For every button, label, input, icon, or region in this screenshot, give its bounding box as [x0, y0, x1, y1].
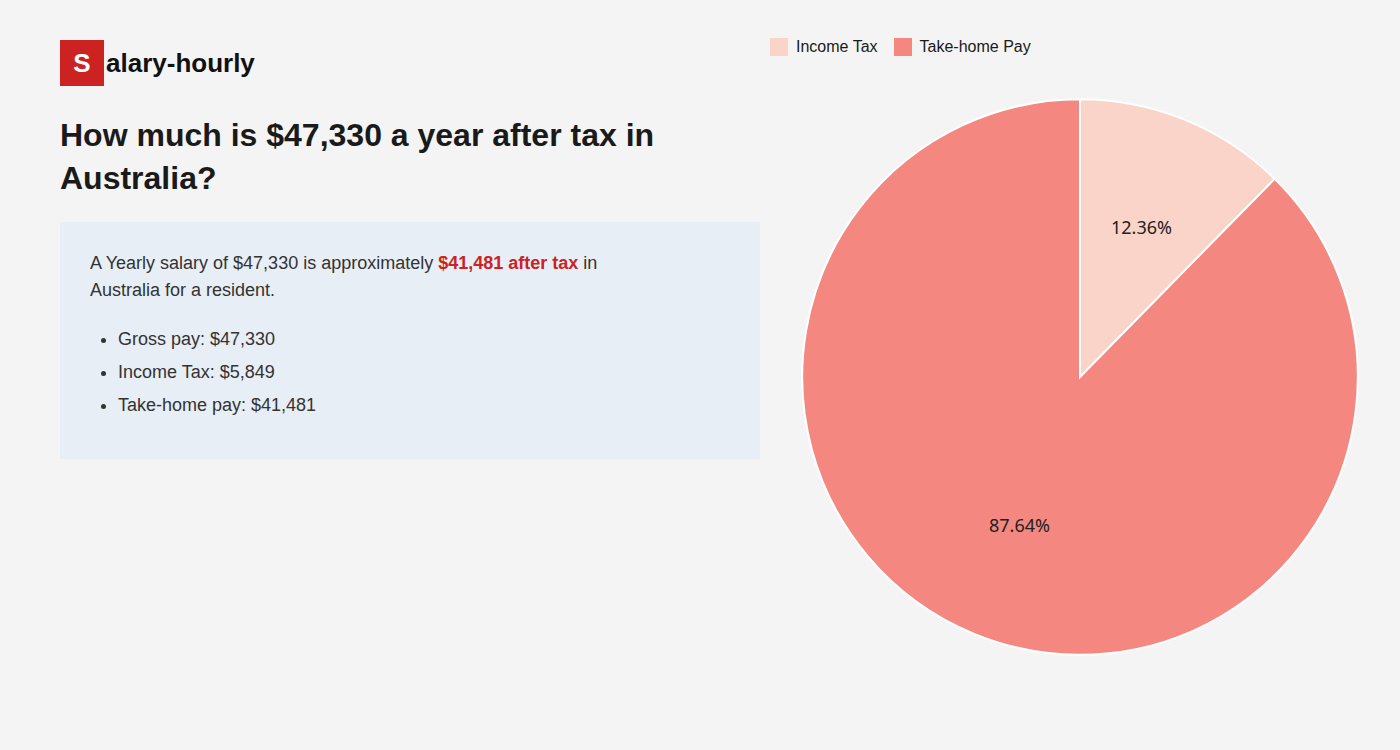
html-text:S: S: [73, 47, 91, 78]
html-text:A Yearly salary of $47,330 is: A Yearly salary of $47,330 is approximat…: [90, 253, 598, 274]
html-text:Gross pay: $47,330: Gross pay: $47,330: [118, 329, 276, 350]
html-text:Income Tax: Income Tax: [796, 37, 878, 55]
html-text:Income Tax: $5,849: Income Tax: $5,849: [118, 362, 275, 383]
html-text:Australia for a resident.: Australia for a resident.: [90, 280, 276, 301]
svg-text:87.64%: 87.64%: [989, 513, 1050, 537]
svg-text:12.36%: 12.36%: [1111, 215, 1172, 239]
html-text:How much is $47,330 a year aft: How much is $47,330 a year after tax in …: [60, 117, 655, 197]
html-text:Take-home Pay: Take-home Pay: [919, 37, 1031, 55]
html-text:Take-home pay: $41,481: Take-home pay: $41,481: [118, 395, 317, 416]
html-text:alary-hourly: alary-hourly: [106, 47, 255, 78]
